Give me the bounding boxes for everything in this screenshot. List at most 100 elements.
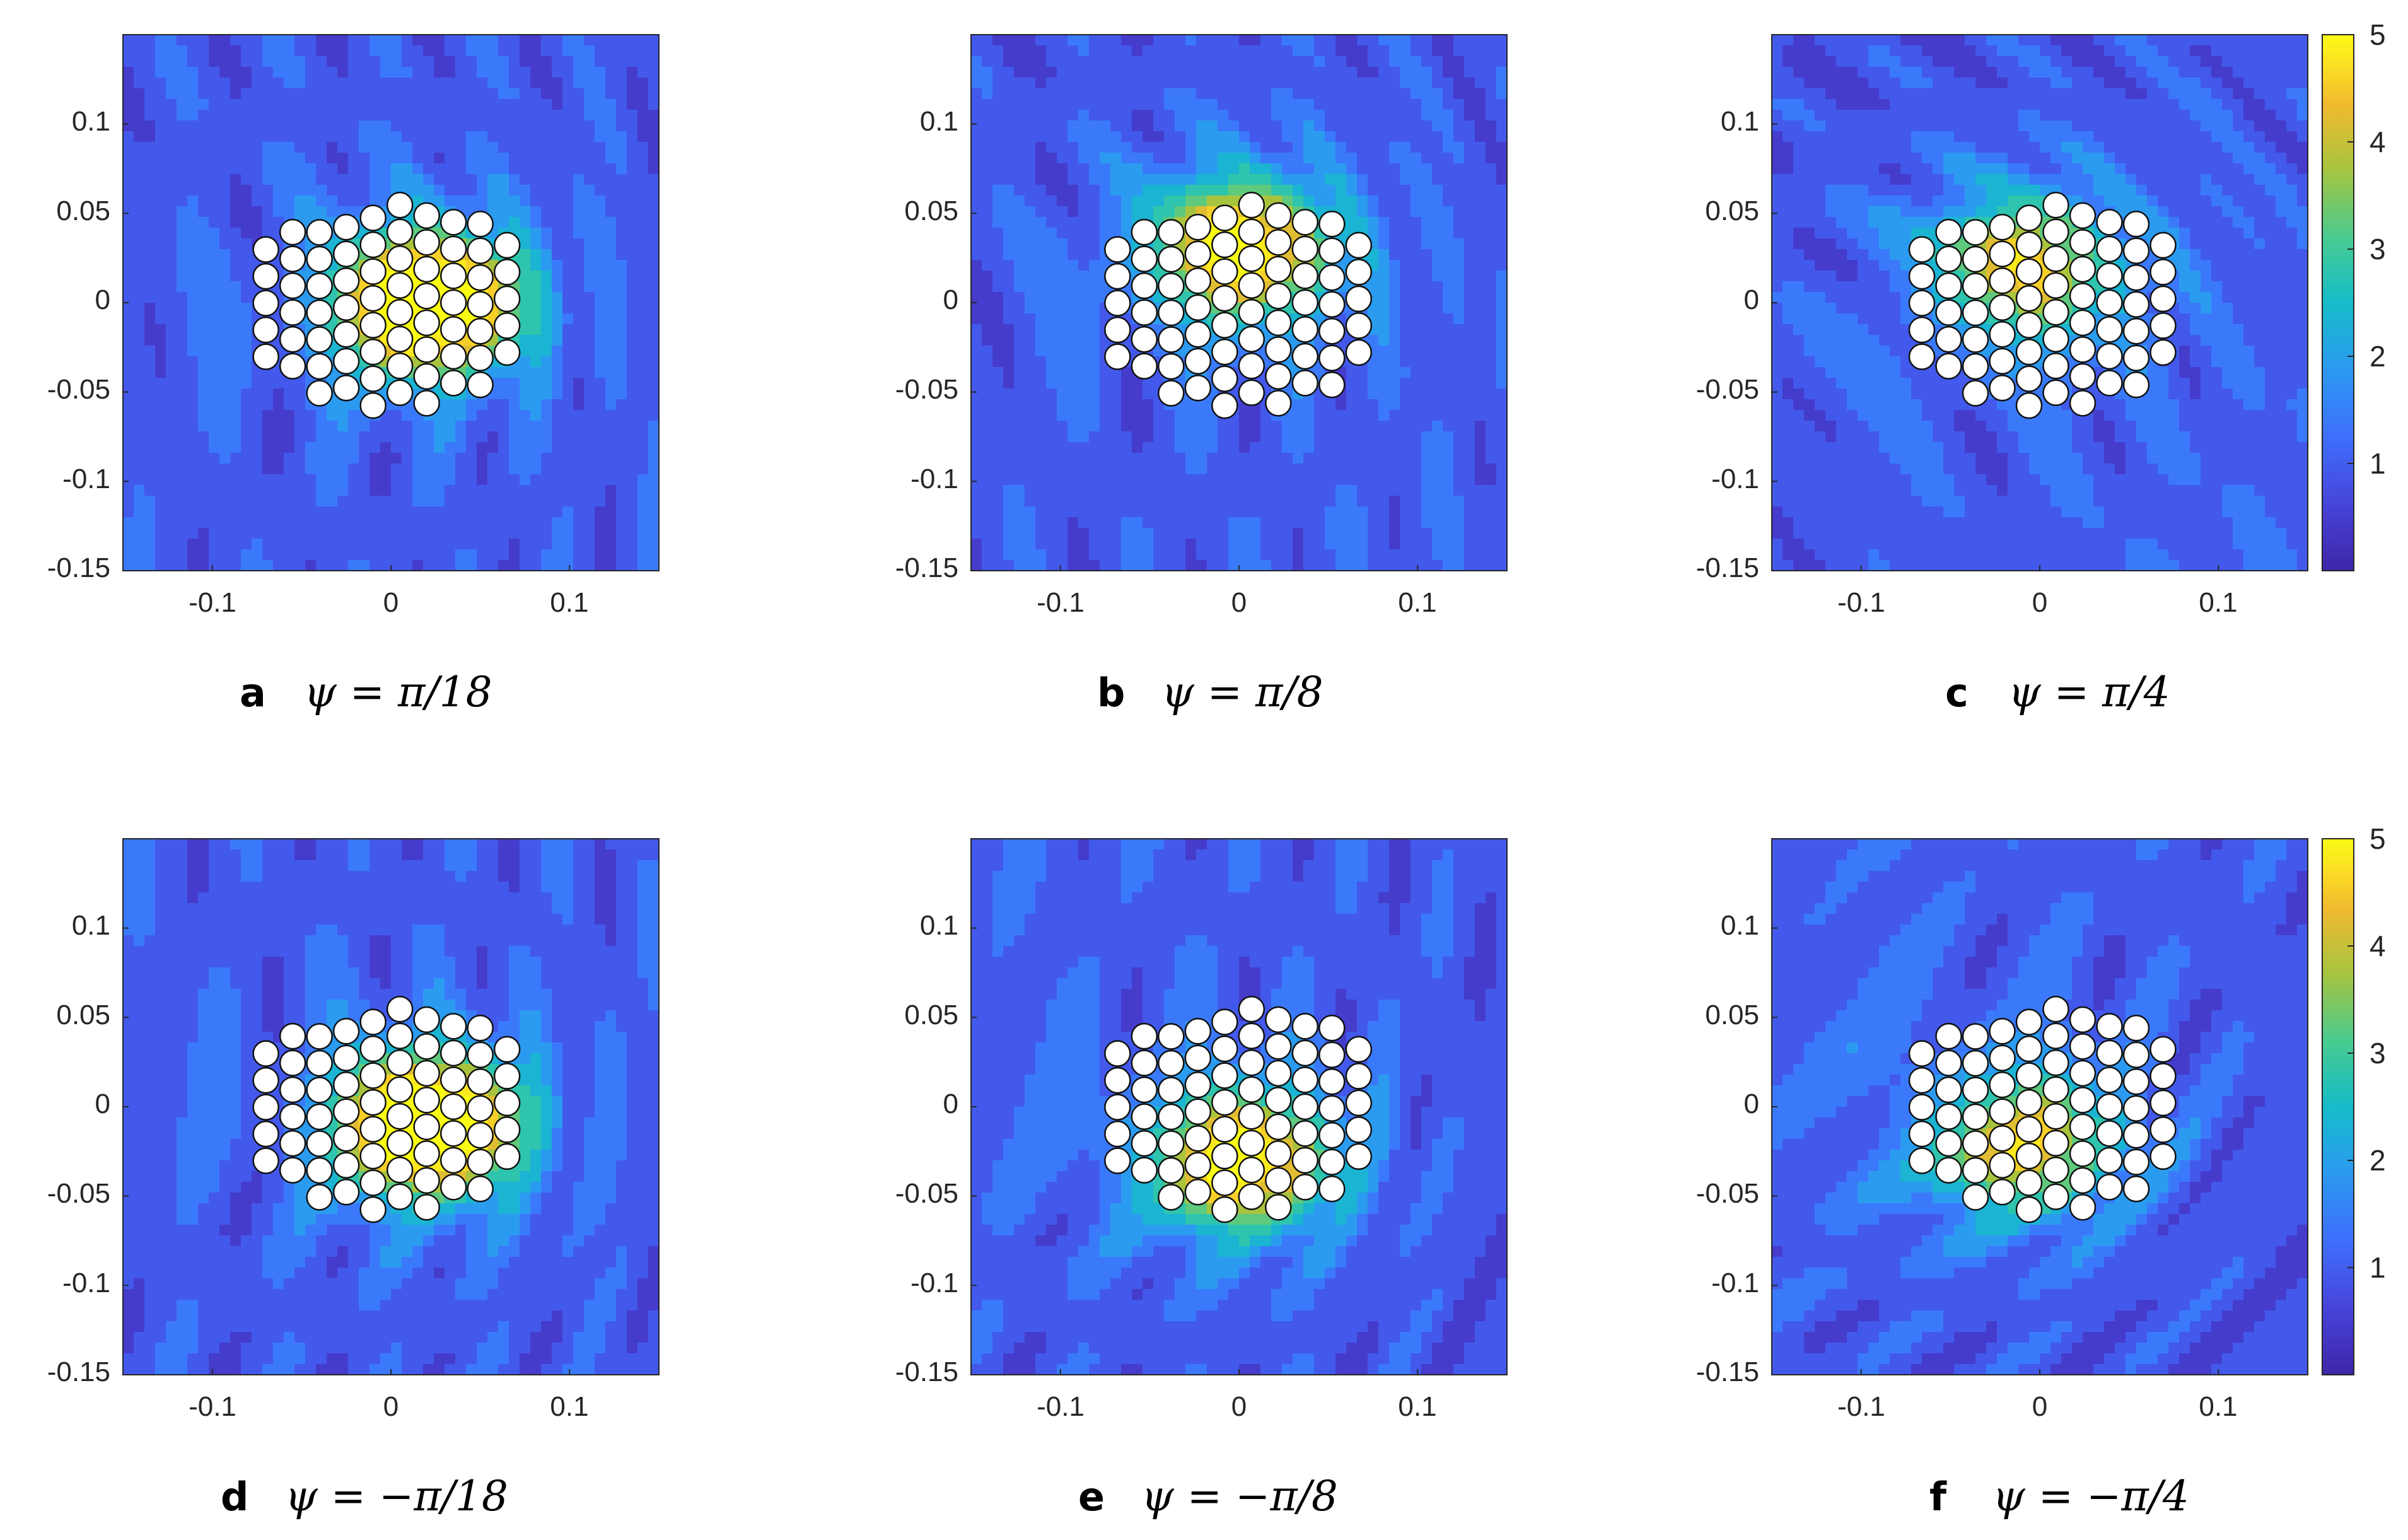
contour-cell — [1314, 45, 1325, 57]
contour-cell — [1486, 485, 1497, 496]
contour-cell — [445, 431, 456, 443]
contour-cell — [305, 464, 317, 475]
contour-cell — [1410, 313, 1422, 325]
contour-cell — [1067, 539, 1079, 550]
contour-cell — [134, 442, 145, 453]
contour-cell — [1025, 335, 1036, 346]
contour-cell — [1057, 313, 1068, 325]
contour-cell — [402, 174, 413, 185]
contour-cell — [1357, 528, 1368, 539]
contour-cell — [1046, 421, 1057, 432]
contour-cell — [1335, 496, 1347, 507]
contour-cell — [1378, 110, 1390, 121]
contour-cell — [1035, 431, 1047, 443]
contour-cell — [219, 453, 231, 464]
contour-cell — [273, 88, 284, 100]
contour-cell — [637, 153, 649, 164]
contour-cell — [1218, 174, 1229, 185]
contour-cell — [1046, 260, 1057, 271]
contour-cell — [1389, 56, 1400, 67]
contour-cell — [552, 346, 563, 357]
contour-cell — [1410, 324, 1422, 335]
contour-cell — [1335, 88, 1347, 100]
contour-cell — [1025, 539, 1036, 550]
contour-cell — [541, 99, 552, 110]
contour-cell — [391, 88, 402, 100]
contour-cell — [530, 378, 542, 389]
contour-cell — [273, 399, 284, 411]
contour-cell — [1443, 485, 1454, 496]
contour-cell — [637, 399, 649, 411]
contour-cell — [391, 67, 402, 78]
contour-cell — [1207, 431, 1218, 443]
contour-cell — [1432, 453, 1443, 464]
contour-cell — [1207, 517, 1218, 528]
contour-cell — [123, 120, 134, 132]
contour-cell — [1121, 421, 1132, 432]
contour-cell — [1153, 99, 1165, 110]
contour-cell — [541, 249, 552, 260]
contour-cell — [982, 313, 993, 325]
contour-cell — [552, 78, 563, 89]
contour-cell — [584, 260, 595, 271]
contour-cell — [1368, 496, 1379, 507]
contour-cell — [1335, 174, 1347, 185]
contour-cell — [648, 560, 660, 571]
contour-cell — [262, 99, 274, 110]
contour-cell — [552, 99, 563, 110]
contour-cell — [273, 195, 284, 207]
contour-cell — [1357, 206, 1368, 218]
contour-cell — [1303, 474, 1315, 486]
contour-cell — [1143, 442, 1154, 453]
contour-cell — [648, 45, 660, 57]
contour-cell — [434, 174, 445, 185]
contour-cell — [1368, 442, 1379, 453]
contour-cell — [1218, 67, 1229, 78]
contour-cell — [616, 78, 627, 89]
contour-cell — [241, 228, 252, 239]
contour-cell — [1132, 131, 1143, 143]
contour-cell — [262, 539, 274, 550]
contour-cell — [144, 238, 156, 250]
contour-cell — [1078, 346, 1090, 357]
contour-cell — [412, 485, 424, 496]
contour-cell — [337, 421, 349, 432]
contour-cell — [412, 560, 424, 571]
contour-cell — [1314, 78, 1325, 89]
contour-cell — [1303, 399, 1315, 411]
contour-cell — [1421, 453, 1433, 464]
contour-cell — [369, 485, 381, 496]
contour-cell — [1035, 260, 1047, 271]
contour-cell — [241, 421, 252, 432]
contour-cell — [552, 45, 563, 57]
contour-cell — [284, 517, 295, 528]
contour-cell — [466, 56, 477, 67]
contour-cell — [1185, 110, 1197, 121]
contour-cell — [177, 174, 188, 185]
contour-cell — [1368, 120, 1379, 132]
contour-cell — [1100, 78, 1111, 89]
contour-cell — [294, 474, 306, 486]
contour-cell — [348, 163, 359, 175]
contour-cell — [262, 67, 274, 78]
contour-cell — [1400, 271, 1411, 282]
contour-cell — [541, 474, 552, 486]
contour-cell — [648, 67, 660, 78]
contour-cell — [605, 324, 617, 335]
contour-cell — [520, 560, 531, 571]
contour-cell — [1067, 174, 1079, 185]
contour-cell — [1185, 153, 1197, 164]
contour-cell — [1121, 45, 1132, 57]
contour-cell — [1464, 56, 1475, 67]
contour-cell — [1432, 388, 1443, 400]
contour-cell — [327, 539, 338, 550]
contour-cell — [230, 260, 241, 271]
contour-cell — [1250, 67, 1261, 78]
contour-cell — [187, 142, 199, 153]
contour-cell — [1303, 45, 1315, 57]
contour-cell — [273, 549, 284, 561]
contour-cell — [1410, 281, 1422, 293]
contour-cell — [1164, 421, 1175, 432]
contour-cell — [1357, 56, 1368, 67]
contour-cell — [1496, 378, 1508, 389]
